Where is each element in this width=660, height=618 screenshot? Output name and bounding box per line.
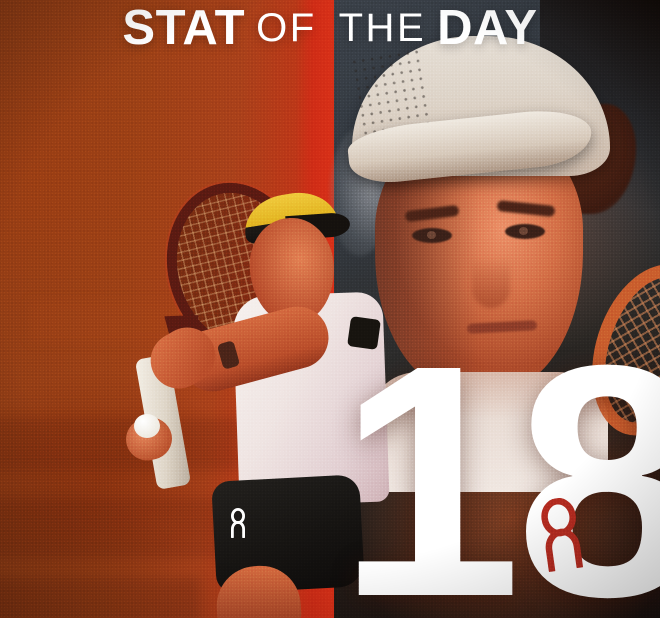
on-running-logo-in-number-icon [541, 497, 583, 574]
portrait-eye-highlight-right [519, 227, 528, 235]
clay-wall-band [0, 578, 200, 618]
headline-word-stat: STAT [122, 1, 246, 55]
portrait-nose [472, 258, 510, 308]
on-running-logo-shorts-icon [231, 508, 245, 538]
portrait-eye-highlight-left [427, 231, 436, 239]
stat-number-value: 18 [338, 296, 660, 618]
headline-word-day: DAY [437, 1, 538, 55]
portrait-shirt-collar [368, 372, 608, 492]
tennis-ball [134, 414, 160, 438]
headline-word-of: OF [256, 5, 317, 50]
headline-word-the: THE [338, 5, 427, 50]
clay-wall-band [0, 418, 240, 470]
headline-banner: STAT OF THE DAY [0, 0, 660, 56]
